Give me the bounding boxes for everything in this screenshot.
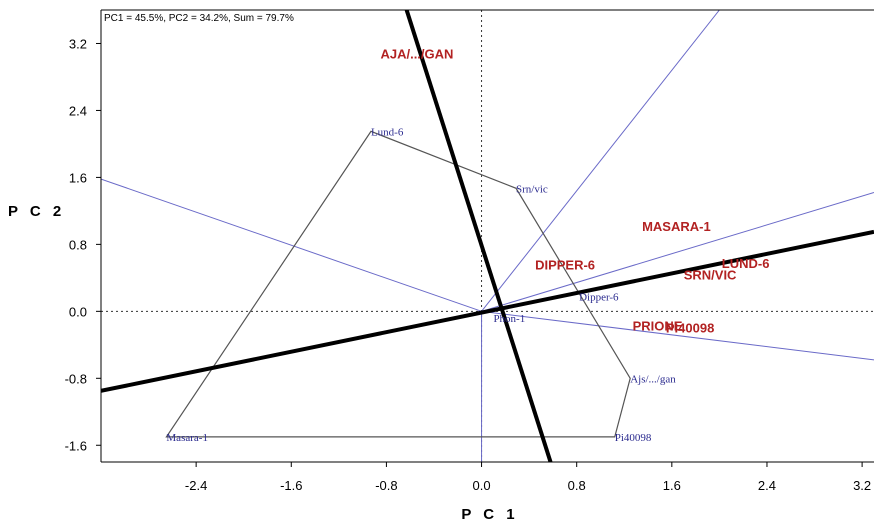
genotype-label: Srn/vic bbox=[516, 183, 548, 195]
y-tick-label: 3.2 bbox=[69, 36, 87, 51]
x-tick-label: -0.8 bbox=[375, 478, 397, 493]
genotype-label: Dipper-6 bbox=[579, 291, 619, 303]
x-tick-label: 1.6 bbox=[663, 478, 681, 493]
x-axis-title: P C 1 bbox=[461, 506, 518, 523]
sector-ray-2 bbox=[481, 191, 874, 312]
y-tick-label: -0.8 bbox=[65, 371, 87, 386]
plot-layer: AJA/.../GAN MASARA-1 DIPPER-6 LUND-6SRN/VIC… bbox=[101, 10, 874, 462]
tick-layer: -2.4 -1.6 -0.8 0.0 0.8 1.6 2.4 3.2 3.2 2.4 1.6 0.8 0… bbox=[65, 36, 872, 493]
genotype-label: Ajs/.../gan bbox=[630, 373, 676, 385]
convex-hull bbox=[165, 130, 631, 438]
y-tick-label: 0.8 bbox=[69, 237, 87, 252]
y-tick-label: -1.6 bbox=[65, 438, 87, 453]
environment-label: SRN/VIC bbox=[684, 268, 737, 283]
y-tick-label: 2.4 bbox=[69, 103, 87, 118]
sector-ray-3 bbox=[481, 310, 874, 361]
y-axis-title: P C 2 bbox=[8, 203, 65, 220]
plot-area bbox=[101, 10, 874, 462]
environment-label: AJA/.../GAN bbox=[380, 47, 453, 62]
genotype-label: Pi40098 bbox=[615, 432, 652, 444]
genotype-label: Masara-1 bbox=[166, 432, 208, 444]
environment-label: PI40098 bbox=[666, 320, 714, 335]
thick-line-1 bbox=[101, 229, 874, 393]
x-tick-label: 0.0 bbox=[473, 478, 491, 493]
environment-label: PRIONE bbox=[633, 319, 683, 334]
environment-label: LUND-6 bbox=[722, 256, 770, 271]
x-tick-label: 3.2 bbox=[853, 478, 871, 493]
thick-line-0 bbox=[404, 10, 553, 462]
genotype-label: Phon-1 bbox=[493, 313, 525, 325]
x-tick-label: 0.8 bbox=[568, 478, 586, 493]
x-tick-label: 2.4 bbox=[758, 478, 776, 493]
chart-subtitle: PC1 = 45.5%, PC2 = 34.2%, Sum = 79.7% bbox=[104, 13, 294, 24]
x-tick-label: -1.6 bbox=[280, 478, 302, 493]
environment-label: DIPPER-6 bbox=[535, 257, 595, 272]
sector-ray-0 bbox=[101, 178, 482, 312]
genotype-label: Lund-6 bbox=[371, 126, 404, 138]
sector-ray-1 bbox=[481, 10, 720, 312]
x-tick-label: -2.4 bbox=[185, 478, 207, 493]
environment-label: MASARA-1 bbox=[642, 219, 711, 234]
y-tick-label: 1.6 bbox=[69, 170, 87, 185]
y-tick-label: 0.0 bbox=[69, 304, 87, 319]
